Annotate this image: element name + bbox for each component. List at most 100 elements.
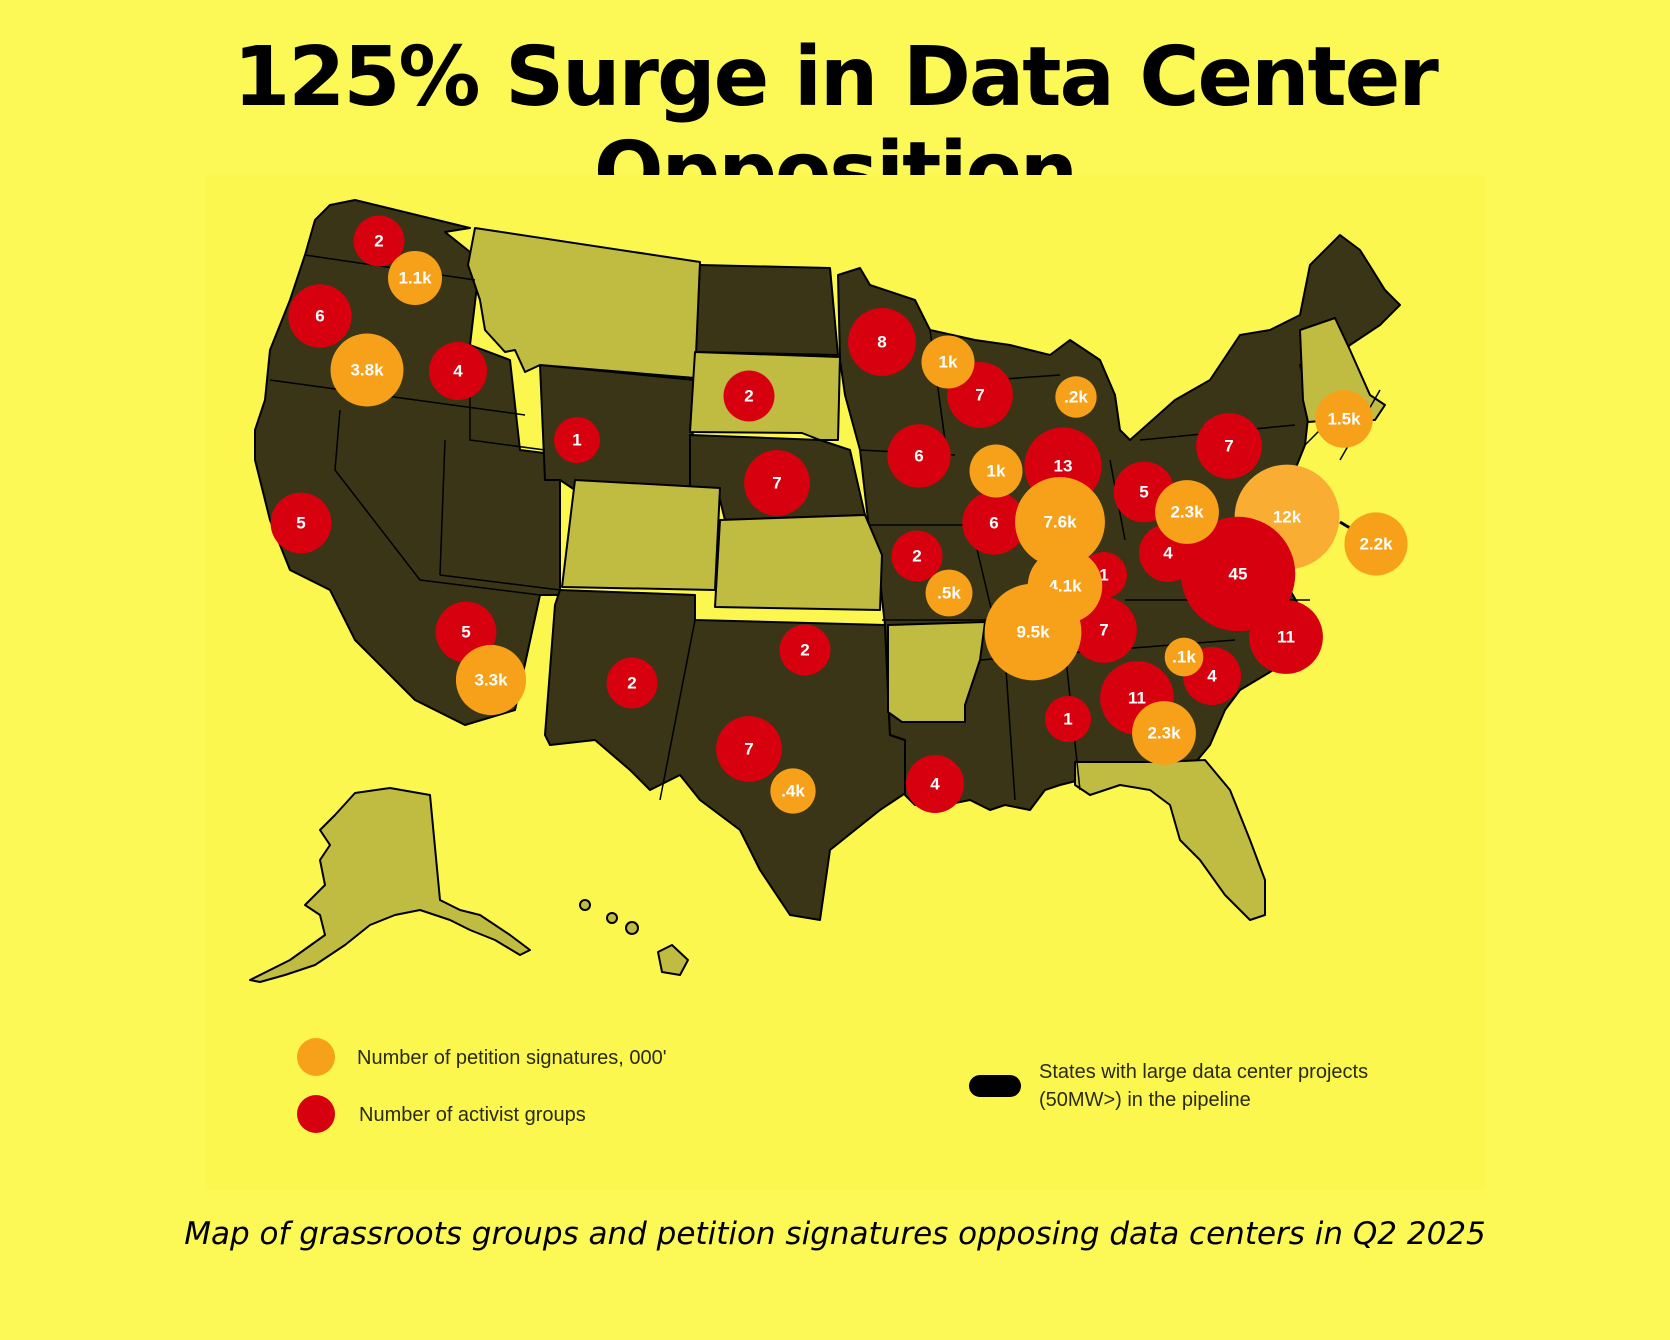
map-panel: 12k 2 6 4 1 2 8 7 6 7 13 6 2 5 5 2 2 7 4 1 11 4 11 45 4 1 7 5 7 1.1k 3… xyxy=(205,175,1485,1190)
state-colorado xyxy=(561,479,721,591)
activist-groups-circle xyxy=(744,450,810,516)
petition-signatures-label: 1k xyxy=(939,353,958,372)
petition-signatures-marker: 3.8k xyxy=(330,333,404,407)
legend-pipeline-label-line1: States with large data center projects xyxy=(1039,1061,1368,1083)
activist-groups-label: 13 xyxy=(1054,457,1073,476)
petition-signatures-label: 12k xyxy=(1273,508,1302,527)
activist-groups-circle xyxy=(906,755,964,813)
state-hawaii-islands xyxy=(625,921,639,935)
state-kansas xyxy=(714,514,883,611)
activist-groups-label: 2 xyxy=(627,674,636,693)
activist-groups-label: 7 xyxy=(772,474,781,493)
activist-groups-marker: 5 xyxy=(270,492,332,554)
petition-signatures-label: 1.5k xyxy=(1327,410,1361,429)
activist-groups-marker: 8 xyxy=(848,308,916,376)
petition-signatures-circle xyxy=(1155,480,1219,544)
petition-signatures-circle xyxy=(1055,376,1097,418)
activist-groups-marker: 4 xyxy=(906,755,964,813)
petition-signatures-marker: 7.6k xyxy=(1015,477,1105,567)
petition-signatures-label: 7.6k xyxy=(1043,513,1077,532)
activist-groups-marker: 6 xyxy=(887,424,951,488)
state-hawaii-islands xyxy=(606,912,618,924)
activist-groups-circle xyxy=(288,284,352,348)
activist-groups-label: 11 xyxy=(1128,689,1146,708)
activist-groups-marker: 1 xyxy=(1045,696,1091,742)
petition-signatures-marker: 9.5k xyxy=(984,583,1082,681)
activist-groups-label: 2 xyxy=(912,547,921,566)
activist-groups-label: 4 xyxy=(1207,667,1217,686)
petition-signatures-circle xyxy=(1164,637,1204,677)
activist-groups-label: 11 xyxy=(1277,628,1295,647)
activist-groups-marker: 7 xyxy=(716,716,782,782)
activist-groups-circle xyxy=(353,215,405,267)
map-caption: Map of grassroots groups and petition si… xyxy=(184,1216,1486,1252)
state-arkansas xyxy=(887,621,986,723)
legend-groups-swatch xyxy=(297,1095,335,1133)
state-montana xyxy=(467,227,701,379)
petition-signatures-label: 1.1k xyxy=(398,269,432,288)
activist-groups-circle xyxy=(716,716,782,782)
activist-groups-circle xyxy=(606,657,658,709)
activist-groups-label: 2 xyxy=(374,232,383,251)
activist-groups-marker: 6 xyxy=(288,284,352,348)
activist-groups-circle xyxy=(429,342,487,400)
activist-groups-circle xyxy=(891,530,943,582)
petition-signatures-label: 2.3k xyxy=(1147,724,1181,743)
activist-groups-label: 4 xyxy=(1163,544,1173,563)
petition-signatures-label: 9.5k xyxy=(1016,623,1050,642)
petition-signatures-circle xyxy=(969,444,1023,498)
activist-groups-label: 45 xyxy=(1229,565,1248,584)
activist-groups-circle xyxy=(270,492,332,554)
legend-pipeline-label-line2: (50MW>) in the pipeline xyxy=(1039,1089,1251,1111)
activist-groups-label: 6 xyxy=(315,307,324,326)
petition-signatures-marker: .5k xyxy=(925,569,973,617)
petition-signatures-marker: .1k xyxy=(1164,637,1204,677)
state-hawaii-islands xyxy=(579,899,591,911)
petition-signatures-marker: 1k xyxy=(969,444,1023,498)
activist-groups-marker: 1 xyxy=(554,417,600,463)
petition-signatures-label: .2k xyxy=(1064,388,1088,407)
petition-signatures-circle xyxy=(387,250,443,306)
activist-groups-label: 1 xyxy=(572,431,581,450)
bubble-layer: 12k264128767136255227411141145417571.1k3… xyxy=(270,215,1408,814)
petition-signatures-label: 2.2k xyxy=(1359,535,1393,554)
legend-petition-label: Number of petition signatures, 000' xyxy=(357,1047,667,1069)
activist-groups-label: 7 xyxy=(975,386,984,405)
petition-signatures-circle xyxy=(1132,701,1196,765)
activist-groups-label: 5 xyxy=(1139,483,1148,502)
activist-groups-label: 6 xyxy=(914,447,923,466)
petition-signatures-marker: 1k xyxy=(921,335,975,389)
petition-signatures-marker: 2.3k xyxy=(1155,480,1219,544)
legend-petition-swatch xyxy=(297,1038,335,1076)
us-map: 12k264128767136255227411141145417571.1k3… xyxy=(249,199,1408,1133)
state-hawaii xyxy=(657,944,689,976)
petition-signatures-label: .1k xyxy=(1172,648,1196,667)
petition-signatures-marker: .2k xyxy=(1055,376,1097,418)
activist-groups-label: 7 xyxy=(1099,621,1108,640)
activist-groups-circle xyxy=(779,624,831,676)
activist-groups-label: 5 xyxy=(296,514,305,533)
activist-groups-circle xyxy=(962,491,1026,555)
petition-signatures-circle xyxy=(455,644,527,716)
petition-signatures-marker: 1.5k xyxy=(1315,390,1373,448)
petition-signatures-circle xyxy=(1315,390,1373,448)
activist-groups-label: 7 xyxy=(744,740,753,759)
activist-groups-marker: 45 xyxy=(1180,516,1296,632)
activist-groups-marker: 2 xyxy=(723,370,775,422)
petition-signatures-marker: .4k xyxy=(770,768,816,814)
state-north-dakota xyxy=(694,264,839,356)
activist-groups-label: 4 xyxy=(453,362,463,381)
other-states xyxy=(249,227,1386,983)
petition-signatures-circle xyxy=(770,768,816,814)
legend: Number of petition signatures, 000' Numb… xyxy=(297,1038,1368,1133)
activist-groups-marker: 2 xyxy=(606,657,658,709)
activist-groups-circle xyxy=(1045,696,1091,742)
petition-signatures-circle xyxy=(921,335,975,389)
activist-groups-circle xyxy=(554,417,600,463)
activist-groups-label: 7 xyxy=(1224,437,1233,456)
petition-signatures-marker: 2.3k xyxy=(1132,701,1196,765)
activist-groups-label: 1 xyxy=(1099,566,1108,585)
activist-groups-label: 6 xyxy=(989,514,998,533)
activist-groups-circle xyxy=(1196,413,1262,479)
activist-groups-marker: 2 xyxy=(353,215,405,267)
